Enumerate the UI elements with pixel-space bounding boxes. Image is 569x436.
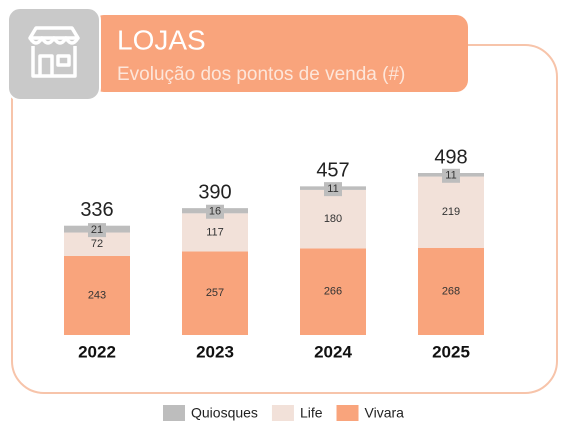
bar-segment (300, 189, 366, 249)
legend-label: Vivara (365, 405, 405, 421)
data-label: 180 (324, 213, 342, 225)
data-label: 219 (442, 206, 460, 218)
legend-swatch (163, 405, 185, 421)
chart-title: LOJAS (117, 24, 206, 55)
data-label: 21 (91, 224, 103, 236)
bar-segment (64, 255, 130, 335)
data-label: 16 (209, 206, 221, 218)
chart-subtitle: Evolução dos pontos de venda (#) (117, 64, 405, 85)
total-label: 336 (80, 199, 113, 221)
data-label: 11 (327, 183, 338, 195)
label-box (324, 182, 342, 197)
total-label: 390 (198, 181, 231, 203)
x-tick-label: 2025 (432, 342, 470, 361)
data-label: 257 (206, 287, 224, 299)
data-label: 266 (324, 286, 342, 298)
legend-swatch (271, 405, 294, 421)
label-box (88, 223, 106, 238)
data-label: 11 (445, 170, 456, 182)
bar-segment (418, 176, 484, 248)
x-tick-label: 2023 (196, 342, 234, 361)
store-icon (28, 26, 80, 78)
total-label: 457 (316, 160, 349, 182)
data-label: 72 (91, 238, 103, 250)
bar-segment (182, 251, 248, 335)
legend-label: Quiosques (191, 405, 258, 421)
data-label: 243 (88, 289, 106, 301)
legend-swatch (336, 405, 359, 421)
bar-segment (418, 247, 484, 335)
label-box (442, 168, 460, 183)
bar-segment (300, 248, 366, 335)
x-tick-label: 2022 (78, 342, 116, 361)
bar-segment (64, 232, 130, 256)
x-tick-label: 2024 (314, 342, 352, 361)
data-label: 268 (442, 285, 460, 297)
icon-box (7, 7, 101, 101)
legend-label: Life (300, 405, 323, 421)
bar-segment (182, 213, 248, 252)
label-box (206, 204, 224, 219)
data-label: 117 (206, 226, 224, 238)
total-label: 498 (434, 146, 467, 168)
header-banner (92, 15, 468, 92)
